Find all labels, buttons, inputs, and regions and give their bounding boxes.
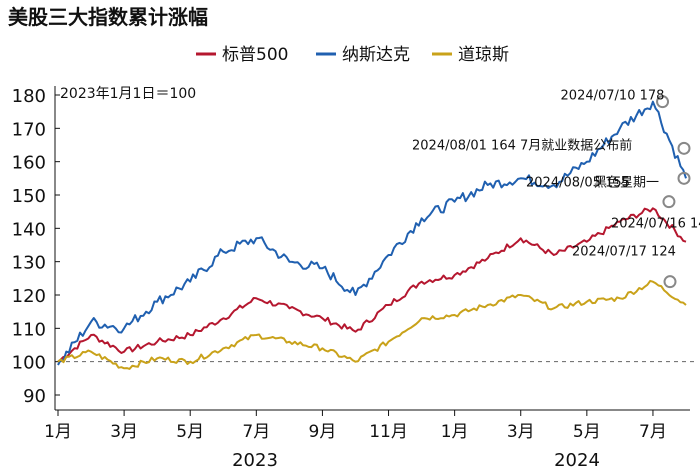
y-tick-label: 110 [12, 319, 46, 340]
annotation-extra-label: 黑色星期一 [594, 174, 659, 190]
y-tick-label: 120 [12, 286, 46, 307]
series-lines [57, 100, 687, 370]
x-tick-label: 3月 [507, 422, 535, 442]
x-tick-label: 11月 [369, 422, 408, 442]
y-ticks: 90 100 110 120 130 140 150 160 170 180 [12, 86, 60, 407]
x-tick-label: 1月 [44, 422, 72, 442]
legend-label-sp500: 标普500 [222, 45, 288, 65]
x-tick-label: 9月 [309, 422, 337, 442]
y-tick-label: 160 [12, 153, 46, 174]
y-tick-label: 170 [12, 119, 46, 140]
series-line-nasdaq [57, 100, 687, 366]
y-tick-label: 150 [12, 186, 46, 207]
y-tick-label: 100 [12, 353, 46, 374]
year-label-2023: 2023 [232, 450, 278, 471]
x-tick-label: 3月 [110, 422, 138, 442]
annotation-marker [677, 141, 691, 155]
annotation-marker [677, 171, 691, 185]
base-note: 2023年1月1日＝100 [60, 86, 196, 102]
x-tick-label: 7月 [242, 422, 270, 442]
annotation-label: 2024/08/05 155 [526, 175, 630, 190]
y-tick-label: 180 [12, 86, 46, 107]
legend-label-dow: 道琼斯 [458, 45, 509, 65]
annotation-label: 2024/07/10 178 [561, 89, 665, 104]
annotation-marker [663, 275, 677, 289]
y-tick-label: 130 [12, 253, 46, 274]
series-line-dow [57, 279, 687, 370]
x-ticks: 1月 3月 5月 7月 9月 11月 1月 3月 5月 7月 [44, 410, 667, 442]
legend: 标普500 纳斯达克 道琼斯 [196, 45, 509, 65]
x-tick-label: 5月 [573, 422, 601, 442]
x-tick-label: 1月 [441, 422, 469, 442]
legend-label-nasdaq: 纳斯达克 [342, 45, 410, 65]
annotation-marker [656, 95, 670, 109]
y-tick-label: 90 [23, 386, 46, 407]
chart-title: 美股三大指数累计涨幅 [8, 5, 208, 29]
annotation-label: 2024/08/01 164 7月就业数据公布前 [412, 137, 632, 153]
x-tick-label: 5月 [176, 422, 204, 442]
series-line-sp500 [57, 207, 687, 363]
annotation-marker [662, 195, 676, 209]
annotations: 2024/07/10 178 2024/08/01 164 7月就业数据公布前 20… [412, 89, 700, 289]
year-label-2024: 2024 [554, 450, 600, 471]
annotation-label: 2024/07/17 124 [572, 245, 676, 260]
y-tick-label: 140 [12, 219, 46, 240]
annotation-label: 2024/07/16 148 [611, 217, 700, 232]
x-tick-label: 7月 [639, 422, 667, 442]
